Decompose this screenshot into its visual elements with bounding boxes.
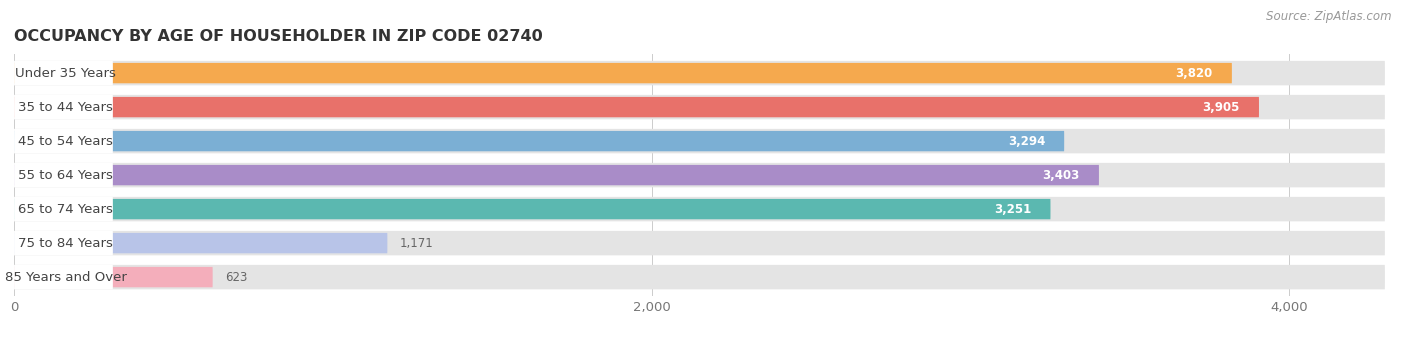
- Text: 3,905: 3,905: [1202, 101, 1240, 114]
- FancyBboxPatch shape: [14, 61, 1385, 85]
- FancyBboxPatch shape: [14, 267, 212, 287]
- FancyBboxPatch shape: [14, 165, 1099, 185]
- FancyBboxPatch shape: [14, 63, 1232, 83]
- FancyBboxPatch shape: [14, 163, 1385, 187]
- FancyBboxPatch shape: [14, 231, 112, 255]
- FancyBboxPatch shape: [14, 163, 112, 187]
- FancyBboxPatch shape: [14, 233, 388, 253]
- FancyBboxPatch shape: [14, 199, 1050, 219]
- Text: 623: 623: [225, 271, 247, 284]
- FancyBboxPatch shape: [14, 197, 1385, 221]
- FancyBboxPatch shape: [14, 95, 112, 119]
- Text: 55 to 64 Years: 55 to 64 Years: [18, 169, 112, 182]
- Text: OCCUPANCY BY AGE OF HOUSEHOLDER IN ZIP CODE 02740: OCCUPANCY BY AGE OF HOUSEHOLDER IN ZIP C…: [14, 29, 543, 44]
- FancyBboxPatch shape: [14, 231, 1385, 255]
- Text: 3,294: 3,294: [1008, 135, 1045, 148]
- FancyBboxPatch shape: [14, 97, 1258, 117]
- FancyBboxPatch shape: [14, 265, 1385, 289]
- Text: 3,251: 3,251: [994, 203, 1032, 216]
- Text: 1,171: 1,171: [401, 237, 434, 250]
- Text: 3,820: 3,820: [1175, 67, 1213, 80]
- FancyBboxPatch shape: [14, 129, 1385, 153]
- Text: 65 to 74 Years: 65 to 74 Years: [18, 203, 112, 216]
- Text: 3,403: 3,403: [1043, 169, 1080, 182]
- FancyBboxPatch shape: [14, 95, 1385, 119]
- FancyBboxPatch shape: [14, 129, 112, 153]
- Text: 75 to 84 Years: 75 to 84 Years: [18, 237, 112, 250]
- FancyBboxPatch shape: [14, 61, 112, 85]
- Text: Source: ZipAtlas.com: Source: ZipAtlas.com: [1267, 10, 1392, 23]
- Text: Under 35 Years: Under 35 Years: [15, 67, 115, 80]
- FancyBboxPatch shape: [14, 265, 112, 289]
- Text: 45 to 54 Years: 45 to 54 Years: [18, 135, 112, 148]
- Text: 85 Years and Over: 85 Years and Over: [4, 271, 127, 284]
- FancyBboxPatch shape: [14, 131, 1064, 151]
- FancyBboxPatch shape: [14, 197, 112, 221]
- Text: 35 to 44 Years: 35 to 44 Years: [18, 101, 112, 114]
